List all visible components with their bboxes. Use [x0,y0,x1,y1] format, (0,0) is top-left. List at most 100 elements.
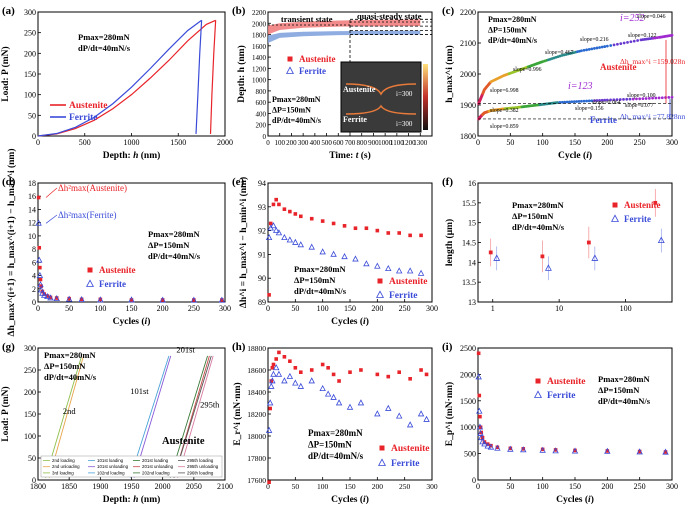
legend-label: 101st loading [97,458,124,463]
data-point [582,99,586,103]
data-point [625,97,629,101]
x-tick-label: 50 [291,304,299,313]
y-tick-label: 15 [468,219,476,228]
y-tick-label: 300 [24,344,36,353]
x-tick-label: 100 [317,304,329,313]
data-point-triangle [319,384,326,392]
data-point-square [477,393,482,398]
data-point-square [488,250,493,255]
y-tick-label: 18600 [247,366,266,375]
x-tick-label: 1500 [170,138,186,147]
y-tick-label: 4 [32,272,36,281]
y-tick-label: 250 [24,366,36,375]
x-tick-label: 0 [476,482,480,491]
data-point [585,48,589,52]
y-tick-label: 0 [32,476,36,485]
x-tick-label: 250 [634,482,646,491]
x-tick-label: 100 [537,482,549,491]
colorbar [423,64,428,130]
x-axis-label: Cycles (i) [331,316,369,327]
annotation-quasi: quasi-steady state [357,11,422,21]
x-tick-label: 250 [634,138,646,147]
x-tick-label: 50 [65,304,73,313]
data-point-triangle [286,66,294,74]
condition-note: Pmax=280mN [598,374,650,384]
data-point [635,97,638,101]
x-tick-label: 150 [126,304,138,313]
data-point [636,39,639,42]
y-tick-label: 94 [258,179,266,188]
legend-label: 201st unloading [142,464,174,469]
legend-label: Austenite [69,101,108,111]
slope-label: slope=0.216 [580,37,609,43]
condition-note: Pmax=280mN [294,264,346,274]
y-tick-label: 16 [28,192,36,201]
indent-profile-austenite [345,83,417,96]
unloading-curve [209,20,217,134]
y-tick-label: 2000 [252,20,267,28]
data-point [647,96,651,100]
x-tick-label: 200 [601,138,613,147]
legend-label: Ferrite [99,279,126,289]
data-point-square [54,296,59,300]
condition-note: dP/dt=40mN/s [44,372,97,382]
x-tick-label: 0 [266,139,270,147]
data-point-square [192,298,196,302]
loop-label: 2nd [63,406,77,416]
loading-curve [37,19,216,137]
y-tick-label: 90 [258,274,266,283]
material-label: Austenite [162,436,205,447]
data-point-square [331,372,336,377]
x-tick-label: 1100 [390,139,404,147]
data-point-square [408,377,412,381]
data-point-square [129,298,134,302]
panel-label: (e) [232,176,245,188]
data-point-triangle [266,399,274,406]
condition-note: ΔP=150mN [308,440,352,450]
data-point [612,43,616,47]
data-point-triangle [324,390,332,397]
data-point-square [637,449,642,454]
panel-b: 0 100 200 300 400 500 600 700 800 900 100011001200… [232,5,433,161]
data-point-square [364,226,369,231]
data-point [609,44,613,47]
data-point-triangle [297,382,305,389]
data-point-triangle [417,269,425,276]
loading-curve [37,19,202,137]
data-point-square [397,231,401,235]
panel-h: 0 50 100 150 200 250 300 17600 17800 18000 18200 18… [232,341,438,505]
x-axis-label: Cycles (i) [556,494,594,505]
x-tick-label: 0 [266,304,270,313]
x-tick-label: 300 [666,138,678,147]
y-tick-label: 12 [28,219,36,228]
condition-note: Pmax=280mN [308,428,363,438]
data-point [590,47,594,51]
data-point [618,98,622,101]
panel-c: 0 50 100 150 200 250 300 1800 1900 2000 2100 2200 (c… [442,5,685,161]
data-point-triangle [86,279,94,287]
x-tick-label: 1200 [402,139,417,147]
data-point [632,39,636,43]
y-tick-label: 13 [468,298,476,307]
x-tick-label: 150 [569,482,581,491]
data-point-square [377,278,383,284]
data-point [585,99,589,103]
condition-note: ΔP=150mN [272,106,311,115]
data-point-square [320,219,325,223]
panel-label: (g) [2,341,15,353]
y-tick-label: 0 [472,476,476,485]
y-axis-label: Depth: h (nm) [236,45,247,103]
x-tick-label: 250 [399,304,411,313]
inset-label: Ferrite [343,115,367,124]
data-point-triangle [385,264,392,271]
legend-label: Ferrite [391,459,419,469]
data-point-triangle [507,445,514,452]
legend-label: 3rd loading [52,470,74,475]
data-point-triangle [406,421,414,428]
y-tick-label: 93 [258,203,266,212]
slope-label: slope=0.467 [545,50,574,56]
x-axis-label: Cycle (i) [558,150,592,161]
y-tick-label: 100 [24,432,36,441]
inset-frame [340,61,422,133]
condition-note: dP/dt=40mN/s [488,36,537,45]
